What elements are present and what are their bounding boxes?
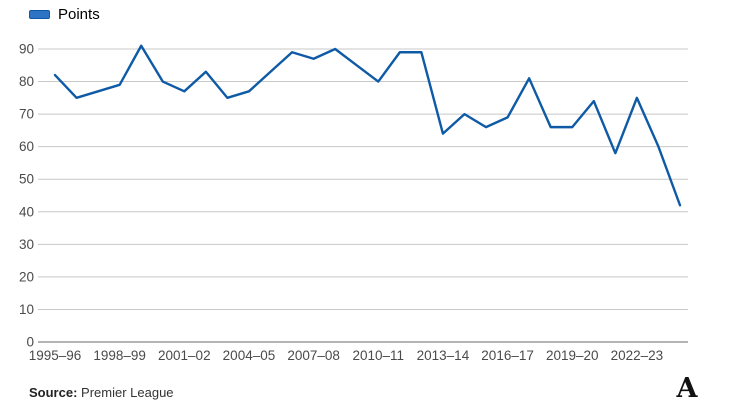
legend-swatch-points [29, 10, 50, 19]
x-tick-label: 2019–20 [546, 348, 599, 363]
y-tick-label: 20 [19, 269, 34, 284]
x-tick-label: 2010–11 [352, 348, 404, 363]
y-tick-label: 10 [19, 302, 34, 317]
x-tick-label: 2004–05 [223, 348, 276, 363]
x-tick-label: 1995–96 [29, 348, 82, 363]
x-tick-label: 2007–08 [287, 348, 340, 363]
y-tick-label: 60 [19, 139, 34, 154]
y-tick-label: 30 [19, 237, 34, 252]
x-tick-label: 1998–99 [93, 348, 146, 363]
x-tick-label: 2022–23 [611, 348, 664, 363]
y-tick-label: 70 [19, 107, 34, 122]
points-line-chart: 0 10 20 30 40 50 60 70 80 90 1995–96 1998–99 2001–02… [19, 42, 688, 363]
y-tick-label: 40 [19, 204, 34, 219]
legend-label: Points [58, 6, 100, 23]
y-tick-label: 80 [19, 74, 34, 89]
athletic-logo: A [676, 373, 698, 404]
y-tick-label: 50 [19, 172, 34, 187]
source-value: Premier League [81, 385, 174, 400]
x-tick-label: 2013–14 [417, 348, 470, 363]
x-tick-label: 2001–02 [158, 348, 211, 363]
y-tick-label: 90 [19, 42, 34, 57]
source-label: Source: [29, 385, 78, 400]
legend: Points [29, 7, 100, 22]
source-note: Source: Premier League [29, 385, 174, 400]
x-tick-label: 2016–17 [481, 348, 534, 363]
y-tick-label: 0 [26, 335, 34, 350]
points-series-line [53, 44, 682, 207]
